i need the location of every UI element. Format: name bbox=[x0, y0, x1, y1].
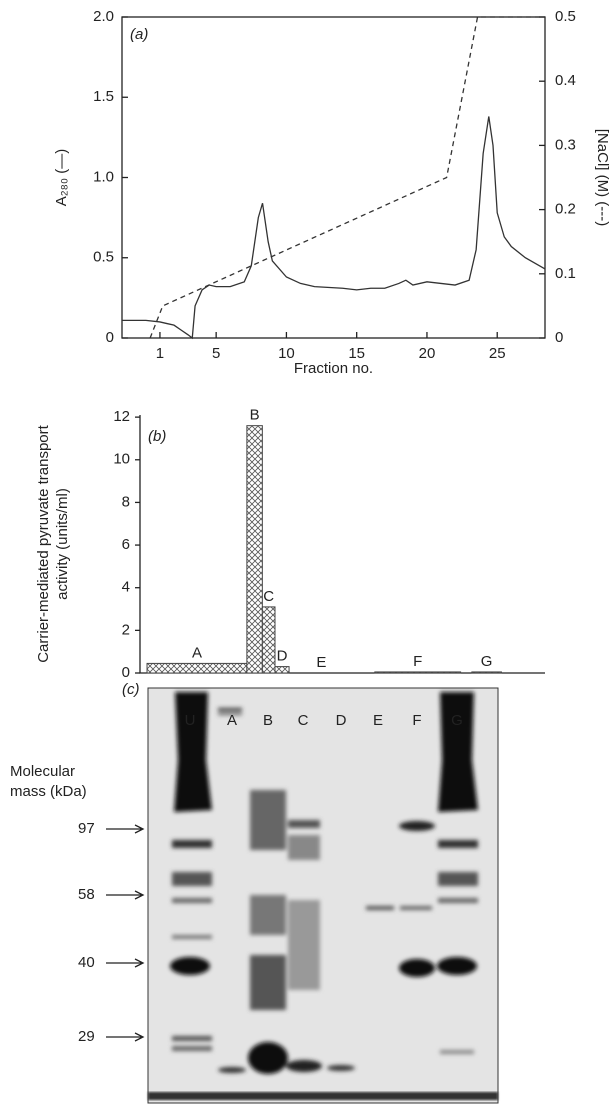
y2-tick-label: 0.2 bbox=[555, 201, 576, 218]
lane-label: G bbox=[451, 712, 463, 729]
y-tick-label: 0 bbox=[122, 664, 130, 681]
y-tick-label: 8 bbox=[122, 493, 130, 510]
bar-label: C bbox=[263, 588, 274, 605]
bar bbox=[275, 667, 289, 673]
y2-tick-label: 0 bbox=[555, 329, 563, 346]
lane-label: C bbox=[298, 712, 309, 729]
lane-label: D bbox=[336, 712, 347, 729]
marker-arrow bbox=[106, 1033, 143, 1041]
panel-label: (c) bbox=[122, 681, 140, 698]
bar-label: B bbox=[250, 407, 260, 424]
x-axis-label: Fraction no. bbox=[294, 360, 373, 377]
bar-label: A bbox=[192, 644, 202, 661]
lane-label: A bbox=[227, 712, 237, 729]
y2-tick-label: 0.3 bbox=[555, 136, 576, 153]
panel-c: (c) U A B C D E F G Molecular mass (kDa) 97 58 40 29 bbox=[10, 681, 498, 1103]
bar-label: F bbox=[413, 653, 422, 670]
y-tick-label: 2 bbox=[122, 621, 130, 638]
lane-label: E bbox=[373, 712, 383, 729]
lane-label: U bbox=[185, 712, 196, 729]
bar bbox=[375, 672, 461, 673]
x-tick-label: 25 bbox=[489, 345, 506, 362]
marker-arrow bbox=[106, 825, 143, 833]
y-tick-label: 1.5 bbox=[93, 88, 114, 105]
y-tick-label: 0 bbox=[106, 329, 114, 346]
x-tick-label: 5 bbox=[212, 345, 220, 362]
marker-label: 29 bbox=[78, 1028, 95, 1045]
y2-tick-label: 0.4 bbox=[555, 72, 576, 89]
marker-label: 58 bbox=[78, 886, 95, 903]
x-tick-label: 10 bbox=[278, 345, 295, 362]
bar-label: D bbox=[277, 648, 288, 665]
y-tick-label: 12 bbox=[113, 408, 130, 425]
marker-arrow bbox=[106, 891, 143, 899]
y-axis-label: A₂₈₀ (—) bbox=[53, 149, 70, 206]
y-tick-label: 10 bbox=[113, 451, 130, 468]
bar-label: G bbox=[481, 653, 493, 670]
y-axis-label: activity (units/ml) bbox=[54, 488, 71, 600]
marker-title: Molecular bbox=[10, 763, 75, 780]
panel-label: (b) bbox=[148, 428, 166, 445]
y2-tick-label: 0.5 bbox=[555, 8, 576, 25]
y-axis-label: Carrier-mediated pyruvate transport bbox=[35, 424, 52, 662]
dye-front bbox=[148, 1092, 498, 1100]
data-line bbox=[122, 117, 545, 338]
axes bbox=[140, 415, 545, 673]
marker-label: 40 bbox=[78, 954, 95, 971]
x-tick-label: 1 bbox=[156, 345, 164, 362]
bar bbox=[147, 663, 247, 673]
x-tick-label: 20 bbox=[419, 345, 436, 362]
data-line bbox=[150, 17, 545, 338]
y-tick-label: 2.0 bbox=[93, 8, 114, 25]
y-tick-label: 0.5 bbox=[93, 249, 114, 266]
marker-label: 97 bbox=[78, 820, 95, 837]
bar bbox=[262, 607, 275, 673]
figure: (a)00.51.01.52.000.10.20.30.40.515101520… bbox=[0, 0, 613, 1106]
panel-label: (a) bbox=[130, 26, 148, 43]
y-tick-label: 4 bbox=[122, 579, 130, 596]
bar bbox=[472, 672, 502, 673]
panel-b: (b) 0 2 4 6 8 10 12 Carrier-mediated pyruvate tr… bbox=[35, 407, 545, 681]
marker-title: mass (kDa) bbox=[10, 783, 87, 800]
bar bbox=[247, 426, 262, 673]
marker-arrow bbox=[106, 959, 143, 967]
lane-label: F bbox=[412, 712, 421, 729]
y2-axis-label: [NaCl] (M) (---) bbox=[594, 129, 611, 226]
bar-label: E bbox=[316, 654, 326, 671]
lane-label: B bbox=[263, 712, 273, 729]
y-tick-label: 6 bbox=[122, 536, 130, 553]
y-tick-label: 1.0 bbox=[93, 168, 114, 185]
y2-tick-label: 0.1 bbox=[555, 265, 576, 282]
